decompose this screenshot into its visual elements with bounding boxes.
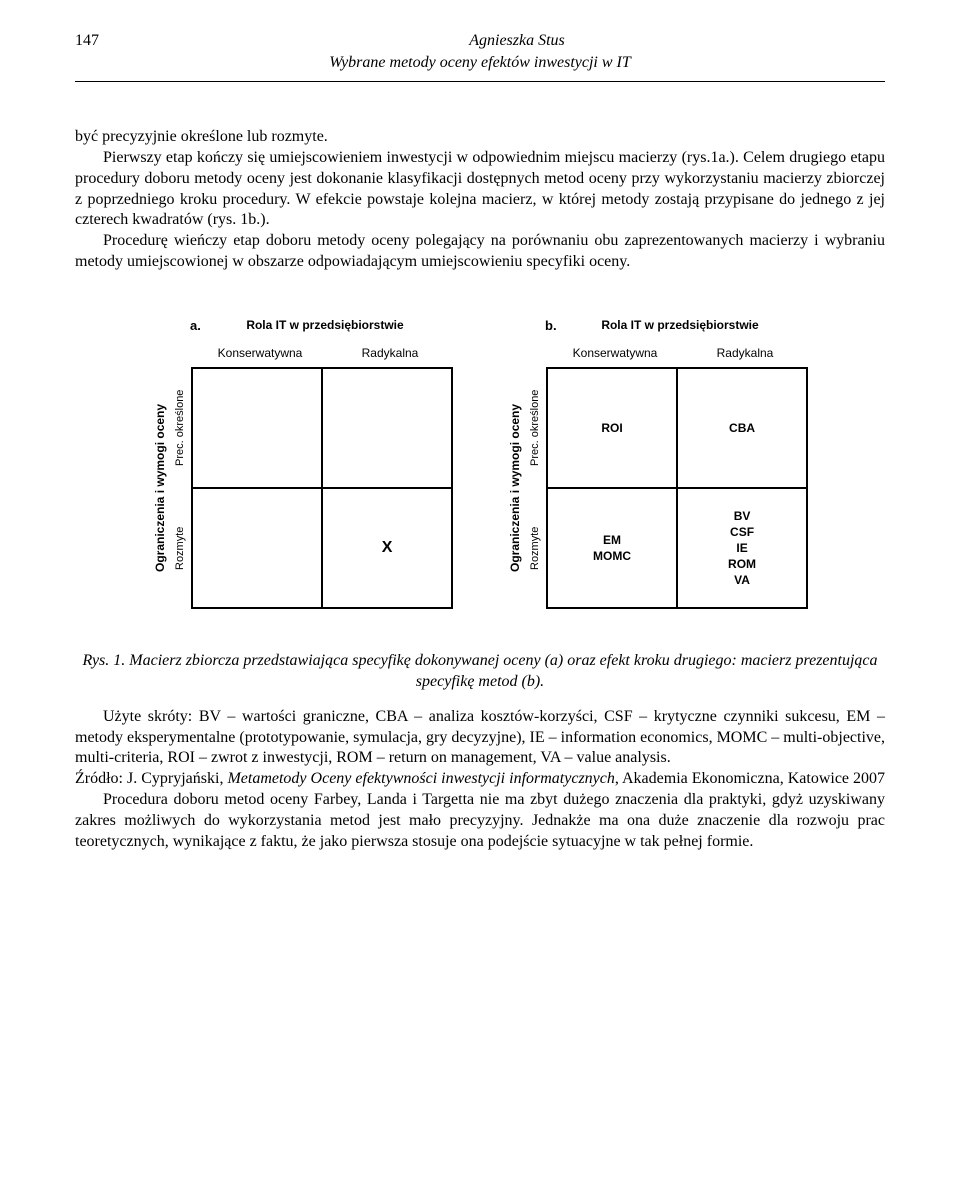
panel-b-label: b. [545, 317, 557, 335]
abbreviations-legend: Użyte skróty: BV – wartości graniczne, C… [75, 707, 885, 769]
header-author: Agnieszka Stus [149, 30, 885, 52]
panel-b-cell-r1c2: CBA [677, 368, 807, 488]
source-line: Źródło: J. Cypryjański, Metametody Oceny… [75, 769, 885, 790]
header-title: Wybrane metody oceny efektów inwestycji … [75, 52, 885, 74]
panel-b-cell-r2c2: BVCSFIEROMVA [677, 488, 807, 608]
panel-a-yaxis-main: Ograniczenia i wymogi oceny [150, 368, 170, 608]
figure-caption: Rys. 1. Macierz zbiorcza przedstawiająca… [75, 651, 885, 693]
panel-a-col1: Konserwatywna [195, 345, 325, 361]
source-post: , Akademia Ekonomiczna, Katowice 2007 [615, 770, 885, 787]
panel-a-cell-r1c1 [192, 368, 322, 488]
header-divider [75, 81, 885, 82]
figure-panel-b: b. Rola IT w przedsiębiorstwie Konserwat… [505, 317, 810, 609]
panel-a-yaxis-sub1: Prec. określone [170, 368, 191, 488]
panel-b-col1: Konserwatywna [550, 345, 680, 361]
panel-b-yaxis-main: Ograniczenia i wymogi oceny [505, 368, 525, 608]
source-italic: Metametody Oceny efektywności inwestycji… [227, 770, 614, 787]
panel-a-top-title: Rola IT w przedsiębiorstwie [195, 317, 455, 333]
paragraph-3: Procedurę wieńczy etap doboru metody oce… [75, 231, 885, 273]
source-pre: J. Cypryjański, [127, 770, 227, 787]
panel-a-cell-r1c2 [322, 368, 452, 488]
panel-b-cell-r2c1: EMMOMC [547, 488, 677, 608]
panel-a-yaxis-sub2: Rozmyte [170, 488, 191, 608]
panel-b-col2: Radykalna [680, 345, 810, 361]
panel-b-yaxis-sub2: Rozmyte [525, 488, 546, 608]
paragraph-2: Pierwszy etap kończy się umiejscowieniem… [75, 148, 885, 231]
paragraph-4: Procedura doboru metod oceny Farbey, Lan… [75, 790, 885, 852]
source-label: Źródło: [75, 770, 127, 787]
panel-a-cell-r2c2: X [322, 488, 452, 608]
panel-b-cell-r1c1: ROI [547, 368, 677, 488]
panel-a-cell-r2c1 [192, 488, 322, 608]
panel-a-label: a. [190, 317, 201, 335]
figure-panel-a: a. Rola IT w przedsiębiorstwie Konserwat… [150, 317, 455, 609]
page-number: 147 [75, 30, 149, 52]
figure-1: a. Rola IT w przedsiębiorstwie Konserwat… [75, 317, 885, 609]
panel-b-yaxis-sub1: Prec. określone [525, 368, 546, 488]
paragraph-1: być precyzyjnie określone lub rozmyte. [75, 127, 885, 148]
panel-b-top-title: Rola IT w przedsiębiorstwie [550, 317, 810, 333]
page-header: 147 Agnieszka Stus Wybrane metody oceny … [75, 30, 885, 73]
panel-a-col2: Radykalna [325, 345, 455, 361]
